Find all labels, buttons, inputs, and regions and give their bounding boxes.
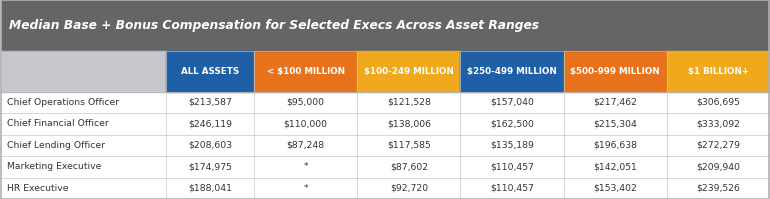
Text: Marketing Executive: Marketing Executive xyxy=(7,162,102,171)
Text: $306,695: $306,695 xyxy=(697,98,740,107)
Text: $87,602: $87,602 xyxy=(390,162,428,171)
Text: $110,457: $110,457 xyxy=(490,162,534,171)
Text: $213,587: $213,587 xyxy=(189,98,232,107)
Text: $1 BILLION+: $1 BILLION+ xyxy=(688,67,749,76)
Bar xyxy=(1,113,769,135)
Bar xyxy=(166,51,254,92)
Text: $100-249 MILLION: $100-249 MILLION xyxy=(364,67,454,76)
Text: $208,603: $208,603 xyxy=(188,141,233,150)
Text: $117,585: $117,585 xyxy=(387,141,430,150)
Text: $239,526: $239,526 xyxy=(697,184,740,193)
Text: $162,500: $162,500 xyxy=(490,119,534,128)
Bar xyxy=(1,156,769,178)
Text: $153,402: $153,402 xyxy=(594,184,637,193)
Text: $217,462: $217,462 xyxy=(593,98,638,107)
Text: $142,051: $142,051 xyxy=(594,162,637,171)
Bar xyxy=(1,178,769,199)
Text: Chief Financial Officer: Chief Financial Officer xyxy=(7,119,109,128)
Text: $209,940: $209,940 xyxy=(696,162,741,171)
Text: $110,457: $110,457 xyxy=(490,184,534,193)
Text: $196,638: $196,638 xyxy=(593,141,638,150)
Text: $138,006: $138,006 xyxy=(387,119,431,128)
Text: $121,528: $121,528 xyxy=(387,98,430,107)
Text: ALL ASSETS: ALL ASSETS xyxy=(181,67,239,76)
Bar xyxy=(1,135,769,156)
Text: $110,000: $110,000 xyxy=(283,119,328,128)
Text: $87,248: $87,248 xyxy=(286,141,325,150)
Text: $333,092: $333,092 xyxy=(696,119,741,128)
Text: HR Executive: HR Executive xyxy=(7,184,69,193)
Bar xyxy=(357,51,460,92)
Text: $135,189: $135,189 xyxy=(490,141,534,150)
Text: *: * xyxy=(303,184,308,193)
Bar xyxy=(1,51,166,92)
Bar xyxy=(564,51,667,92)
Text: $92,720: $92,720 xyxy=(390,184,428,193)
Text: < $100 MILLION: < $100 MILLION xyxy=(266,67,345,76)
Bar xyxy=(460,51,564,92)
Text: *: * xyxy=(303,162,308,171)
Text: $500-999 MILLION: $500-999 MILLION xyxy=(571,67,660,76)
Text: Median Base + Bonus Compensation for Selected Execs Across Asset Ranges: Median Base + Bonus Compensation for Sel… xyxy=(9,19,539,32)
Text: $246,119: $246,119 xyxy=(188,119,233,128)
Text: $174,975: $174,975 xyxy=(189,162,232,171)
Text: $272,279: $272,279 xyxy=(696,141,741,150)
Text: $215,304: $215,304 xyxy=(594,119,637,128)
Bar xyxy=(1,0,769,51)
Text: Chief Lending Officer: Chief Lending Officer xyxy=(7,141,105,150)
Text: Chief Operations Officer: Chief Operations Officer xyxy=(7,98,119,107)
Bar xyxy=(1,92,769,113)
Text: $250-499 MILLION: $250-499 MILLION xyxy=(467,67,557,76)
Text: $95,000: $95,000 xyxy=(286,98,325,107)
Bar xyxy=(667,51,770,92)
Bar xyxy=(254,51,357,92)
Text: $188,041: $188,041 xyxy=(188,184,233,193)
Text: $157,040: $157,040 xyxy=(490,98,534,107)
